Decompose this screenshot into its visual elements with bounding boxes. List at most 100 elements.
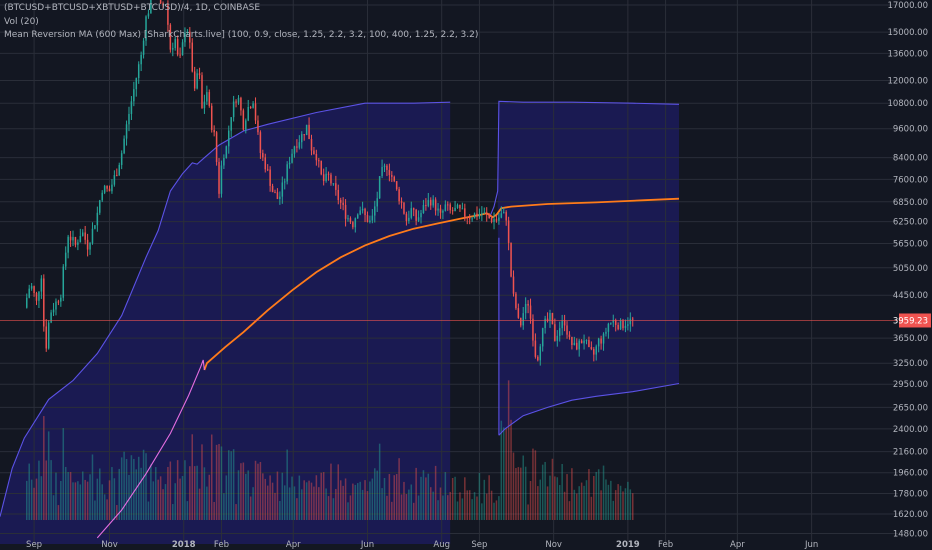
candle-body	[232, 101, 235, 118]
candle-body	[481, 213, 483, 215]
candle-body	[113, 175, 116, 185]
volume-bar	[152, 481, 155, 520]
candle-body	[483, 212, 486, 214]
candle-body	[84, 232, 86, 240]
volume-bar	[320, 472, 322, 520]
candle-body	[464, 208, 466, 217]
candle-body	[610, 322, 612, 324]
candle-body	[118, 164, 121, 176]
candle-body	[420, 213, 422, 218]
candle-body	[38, 291, 40, 301]
candle-body	[490, 217, 493, 222]
volume-bar	[103, 494, 106, 520]
candle-body	[495, 219, 498, 221]
mean-reversion-indicator-label[interactable]: Mean Reversion MA (600 Max) [SharkCharts…	[4, 30, 479, 40]
y-tick-label: 12000.00	[887, 76, 928, 86]
volume-bar	[301, 489, 303, 520]
volume-bar	[332, 498, 335, 520]
volume-bar	[510, 419, 512, 520]
volume-bar	[89, 474, 91, 520]
candle-body	[325, 173, 327, 181]
candle-body	[266, 169, 269, 171]
series-line-pink-ma	[96, 359, 205, 539]
volume-bar	[198, 488, 201, 520]
series-line-orange-ma	[203, 197, 680, 371]
candle-body	[315, 153, 318, 161]
volume-bar	[551, 458, 554, 520]
volume-bar	[193, 466, 196, 520]
candle-body	[257, 120, 259, 133]
candle-body	[335, 183, 337, 190]
candle-body	[624, 325, 627, 329]
volume-bar	[176, 460, 179, 520]
volume-bar	[500, 420, 503, 520]
candle-body	[142, 40, 145, 55]
volume-bar	[101, 484, 103, 520]
candle-body	[529, 305, 532, 319]
candle-body	[43, 278, 45, 327]
volume-bar	[99, 468, 101, 520]
volume-bar	[515, 468, 517, 520]
candle-body	[339, 200, 342, 203]
candle-body	[546, 318, 549, 321]
x-tick-label: Feb	[214, 540, 229, 550]
candle-body	[391, 175, 393, 177]
candle-body	[415, 209, 417, 221]
volume-bar	[218, 444, 220, 520]
volume-bar	[305, 482, 308, 520]
candle-body	[629, 318, 632, 325]
candle-body	[99, 200, 101, 213]
candle-body	[150, 0, 152, 14]
candle-body	[208, 92, 211, 106]
volume-bar	[133, 458, 135, 520]
volume-bar	[111, 467, 113, 520]
candle-body	[505, 212, 507, 221]
volume-indicator-label[interactable]: Vol (20)	[4, 16, 39, 27]
volume-bar	[339, 480, 342, 520]
volume-bar	[322, 472, 325, 520]
volume-bar	[378, 443, 381, 520]
candle-body	[189, 31, 191, 43]
volume-bar	[520, 467, 522, 520]
volume-bar	[47, 431, 50, 520]
volume-bar	[473, 492, 476, 520]
volume-bar	[189, 466, 191, 520]
candle-body	[337, 189, 340, 201]
volume-bar	[563, 491, 566, 520]
y-tick-label: 1780.00	[893, 490, 928, 500]
candle-body	[400, 201, 403, 203]
candle-body	[296, 146, 298, 148]
volume-bar	[274, 492, 276, 520]
volume-bar	[522, 455, 524, 520]
volume-bar	[154, 467, 157, 520]
x-tick-label: Aug	[433, 540, 450, 550]
candle-body	[81, 232, 84, 236]
band-fill-left	[0, 102, 451, 544]
candle-body	[344, 204, 347, 219]
volume-bar	[91, 454, 94, 520]
volume-bar	[439, 487, 442, 520]
candle-body	[408, 217, 410, 222]
candle-body	[198, 73, 201, 76]
volume-bar	[468, 490, 471, 520]
volume-bar	[140, 467, 142, 520]
volume-bar	[281, 472, 284, 520]
volume-bar	[471, 499, 473, 520]
symbol-title[interactable]: (BTCUSD+BTCUSD+XBTUSD+BTCUSD)/4, 1D, COI…	[4, 3, 261, 13]
volume-bar	[391, 501, 393, 520]
candle-body	[235, 101, 237, 103]
candle-body	[50, 312, 52, 323]
volume-bar	[210, 434, 213, 520]
volume-bar	[454, 476, 456, 520]
candle-body	[301, 134, 303, 143]
candle-body	[537, 356, 539, 361]
volume-bar	[349, 495, 352, 520]
volume-bar	[588, 469, 590, 520]
volume-bar	[298, 475, 301, 520]
volume-bar	[130, 455, 133, 520]
volume-bar	[45, 460, 47, 520]
candle-body	[55, 301, 57, 310]
candle-body	[269, 169, 271, 186]
